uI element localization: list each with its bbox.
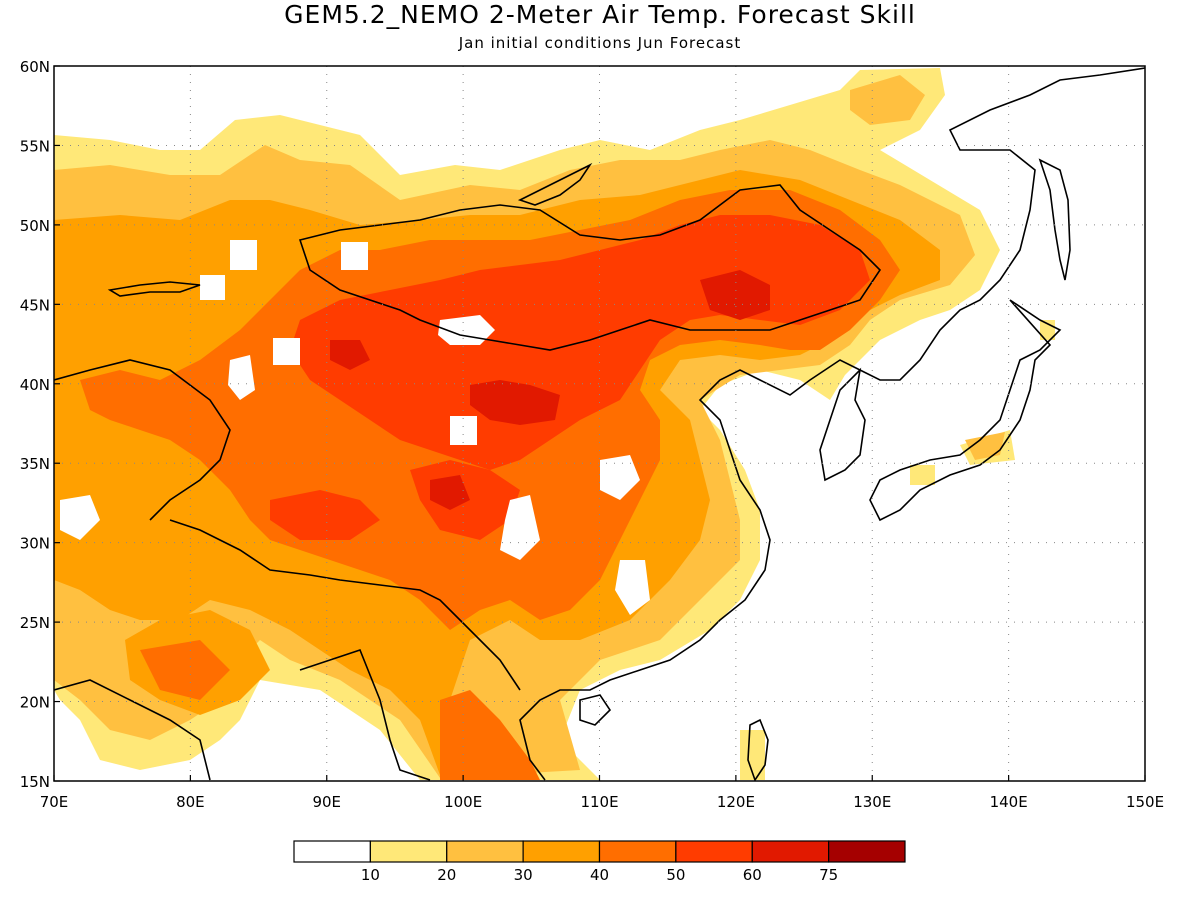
legend-swatch — [522, 840, 601, 863]
legend-label: 10 — [361, 866, 380, 884]
legend-swatch — [293, 840, 371, 863]
coastline-sakhalin — [1038, 158, 1071, 281]
legend-swatch — [369, 840, 448, 863]
legend-colorbar: 10 20 30 40 50 60 75 — [293, 840, 906, 884]
coastline-taiwan — [747, 718, 769, 781]
lon-tick-label: 110E — [580, 793, 618, 811]
map-area — [54, 66, 1145, 781]
skill-region-10-b — [740, 320, 1055, 780]
lat-tick-label: 40N — [20, 376, 50, 394]
skill-region-60 — [330, 270, 770, 510]
coastline-china — [519, 67, 1145, 781]
lon-tick-label: 90E — [312, 793, 341, 811]
lat-tick-label: 15N — [20, 773, 50, 791]
skill-region-40-b — [140, 640, 540, 780]
border-central-asia — [54, 359, 231, 521]
coastline-baikal — [517, 162, 593, 206]
border-himalaya — [169, 519, 521, 691]
border-mongolia — [298, 184, 882, 351]
coastline-japan — [869, 299, 1062, 522]
lat-tick-label: 60N — [20, 58, 50, 76]
legend-label: 75 — [819, 866, 838, 884]
lat-tick-label: 20N — [20, 694, 50, 712]
legend-label: 50 — [666, 866, 685, 884]
lon-tick-label: 150E — [1126, 793, 1164, 811]
legend-swatch — [446, 840, 524, 863]
coastline-hainan — [579, 694, 612, 726]
lat-tick-label: 55N — [20, 137, 50, 155]
legend-swatch — [675, 840, 753, 863]
legend-swatch — [598, 840, 677, 863]
lon-tick-label: 120E — [717, 793, 755, 811]
lat-tick-label: 45N — [20, 296, 50, 314]
lat-tick-label: 30N — [20, 535, 50, 553]
coastlines — [54, 67, 1145, 781]
lat-tick-label: 50N — [20, 217, 50, 235]
lon-tick-label: 100E — [444, 793, 482, 811]
coastline-korea — [819, 367, 866, 482]
lon-tick-label: 80E — [176, 793, 205, 811]
map-title: GEM5.2_NEMO 2-Meter Air Temp. Forecast S… — [284, 0, 916, 29]
skill-shading — [54, 68, 1055, 780]
legend-label: 20 — [437, 866, 456, 884]
legend-swatch — [828, 840, 906, 863]
lat-tick-label: 25N — [20, 614, 50, 632]
coastline-bay-of-bengal — [54, 649, 431, 781]
lon-tick-label: 130E — [853, 793, 891, 811]
legend-swatch — [751, 840, 830, 863]
legend-label: 40 — [590, 866, 609, 884]
map-subtitle: Jan initial conditions Jun Forecast — [458, 34, 742, 52]
legend-label: 60 — [743, 866, 762, 884]
lon-tick-label: 70E — [40, 793, 69, 811]
legend-label: 30 — [514, 866, 533, 884]
coastline-balkhash — [107, 281, 201, 297]
lon-tick-label: 140E — [990, 793, 1028, 811]
lat-axis: 15N 20N 25N 30N 35N 40N 45N 50N 55N 60N — [20, 58, 60, 791]
skill-region-20-b — [850, 75, 1005, 460]
lon-axis: 70E 80E 90E 100E 110E 120E 130E 140E 150E — [40, 775, 1164, 811]
lat-tick-label: 35N — [20, 455, 50, 473]
